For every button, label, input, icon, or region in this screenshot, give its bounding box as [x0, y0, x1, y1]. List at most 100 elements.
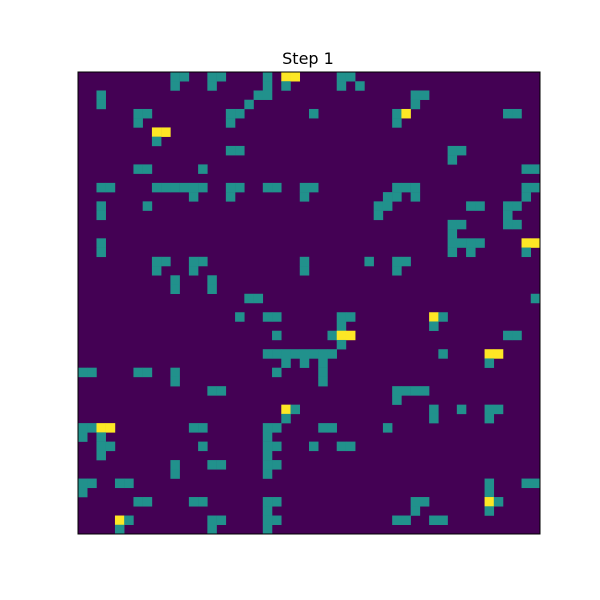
- heatmap-cell: [198, 256, 208, 267]
- heatmap-cell: [429, 515, 439, 526]
- heatmap-cell: [198, 441, 208, 452]
- heatmap-cell: [225, 182, 236, 193]
- heatmap-cell: [345, 72, 356, 82]
- heatmap-cell: [207, 81, 217, 91]
- heatmap-cell: [133, 164, 143, 174]
- heatmap-cell: [272, 497, 282, 507]
- heatmap-cell: [281, 358, 291, 368]
- heatmap-cell: [521, 247, 532, 258]
- heatmap-cell: [521, 478, 532, 489]
- heatmap-cell: [216, 386, 227, 396]
- heatmap-cell: [447, 145, 458, 156]
- heatmap-cell: [151, 256, 162, 267]
- heatmap-cell: [244, 99, 254, 110]
- heatmap-cell: [235, 145, 245, 156]
- heatmap-cell: [262, 81, 273, 91]
- heatmap-cell: [207, 72, 217, 82]
- heatmap-cell: [262, 524, 273, 535]
- heatmap-cell: [225, 145, 236, 156]
- heatmap-cell: [133, 108, 143, 119]
- heatmap-cell: [364, 256, 374, 267]
- heatmap-cell: [253, 293, 264, 304]
- heatmap-cell: [170, 182, 180, 193]
- heatmap-cell: [225, 192, 236, 202]
- heatmap-cell: [96, 182, 106, 193]
- chart-title: Step 1: [282, 49, 334, 68]
- heatmap-cell: [216, 515, 227, 526]
- heatmap-cell: [235, 108, 245, 119]
- heatmap-cell: [179, 72, 190, 82]
- heatmap-cell: [309, 182, 319, 193]
- heatmap-cell: [151, 127, 162, 137]
- heatmap-cell: [272, 330, 282, 341]
- heatmap-cell: [484, 413, 495, 424]
- heatmap-cell: [419, 497, 430, 507]
- heatmap-cell: [96, 210, 106, 221]
- heatmap-cell: [438, 349, 448, 359]
- heatmap-cell: [355, 81, 365, 91]
- heatmap-cell: [78, 423, 88, 433]
- heatmap-cell: [410, 90, 421, 100]
- heatmap-cell: [447, 219, 458, 230]
- heatmap-cell: [262, 423, 273, 433]
- heatmap-cell: [262, 72, 273, 82]
- heatmap-cell: [262, 441, 273, 452]
- heatmap-cell: [96, 201, 106, 211]
- heatmap-cell: [484, 487, 495, 498]
- heatmap-cell: [392, 108, 402, 119]
- heatmap-cell: [96, 450, 106, 461]
- heatmap-cell: [410, 497, 421, 507]
- heatmap-cell: [447, 155, 458, 165]
- heatmap-cell: [198, 164, 208, 174]
- heatmap-cell: [401, 108, 411, 119]
- heatmap-cell: [429, 404, 439, 415]
- heatmap-cell: [419, 386, 430, 396]
- heatmap-cell: [272, 441, 282, 452]
- heatmap-cell: [262, 515, 273, 526]
- heatmap-cell: [336, 441, 347, 452]
- heatmap-cell: [410, 386, 421, 396]
- heatmap-cell: [114, 515, 125, 526]
- heatmap-cell: [299, 358, 310, 368]
- heatmap-cell: [299, 192, 310, 202]
- heatmap-cell: [133, 367, 143, 378]
- heatmap-cell: [318, 367, 328, 378]
- heatmap-cell: [142, 201, 153, 211]
- heatmap-cell: [521, 164, 532, 174]
- heatmap-cell: [262, 460, 273, 470]
- heatmap-cell: [87, 367, 97, 378]
- heatmap-cell: [392, 256, 402, 267]
- heatmap-cell: [290, 404, 301, 415]
- heatmap-cell: [345, 441, 356, 452]
- heatmap-cell: [410, 182, 421, 193]
- heatmap-cell: [105, 423, 116, 433]
- heatmap-cell: [392, 515, 402, 526]
- heatmap-cell: [327, 349, 337, 359]
- heatmap-cell: [336, 312, 347, 322]
- heatmap-cell: [392, 118, 402, 128]
- heatmap-cell: [410, 99, 421, 110]
- heatmap-cell: [493, 349, 504, 359]
- heatmap-cell: [262, 312, 273, 322]
- heatmap-cell: [96, 432, 106, 442]
- heatmap-cell: [188, 182, 199, 193]
- heatmap-cell: [170, 376, 180, 387]
- heatmap-cell: [96, 99, 106, 110]
- heatmap-cell: [262, 182, 273, 193]
- heatmap-background: [78, 72, 540, 534]
- heatmap-cell: [447, 229, 458, 239]
- heatmap-cell: [124, 515, 134, 526]
- heatmap-cell: [484, 506, 495, 516]
- heatmap-cell: [235, 312, 245, 322]
- heatmap-cell: [466, 238, 476, 248]
- heatmap-cell: [96, 238, 106, 248]
- plot-frame: [77, 71, 541, 535]
- heatmap-cell: [87, 423, 97, 433]
- heatmap-cell: [96, 90, 106, 100]
- heatmap-cell: [124, 478, 134, 489]
- heatmap-cell: [382, 201, 393, 211]
- heatmap-cell: [309, 108, 319, 119]
- heatmap-cell: [456, 219, 467, 230]
- heatmap-cell: [447, 247, 458, 258]
- heatmap-cell: [392, 395, 402, 405]
